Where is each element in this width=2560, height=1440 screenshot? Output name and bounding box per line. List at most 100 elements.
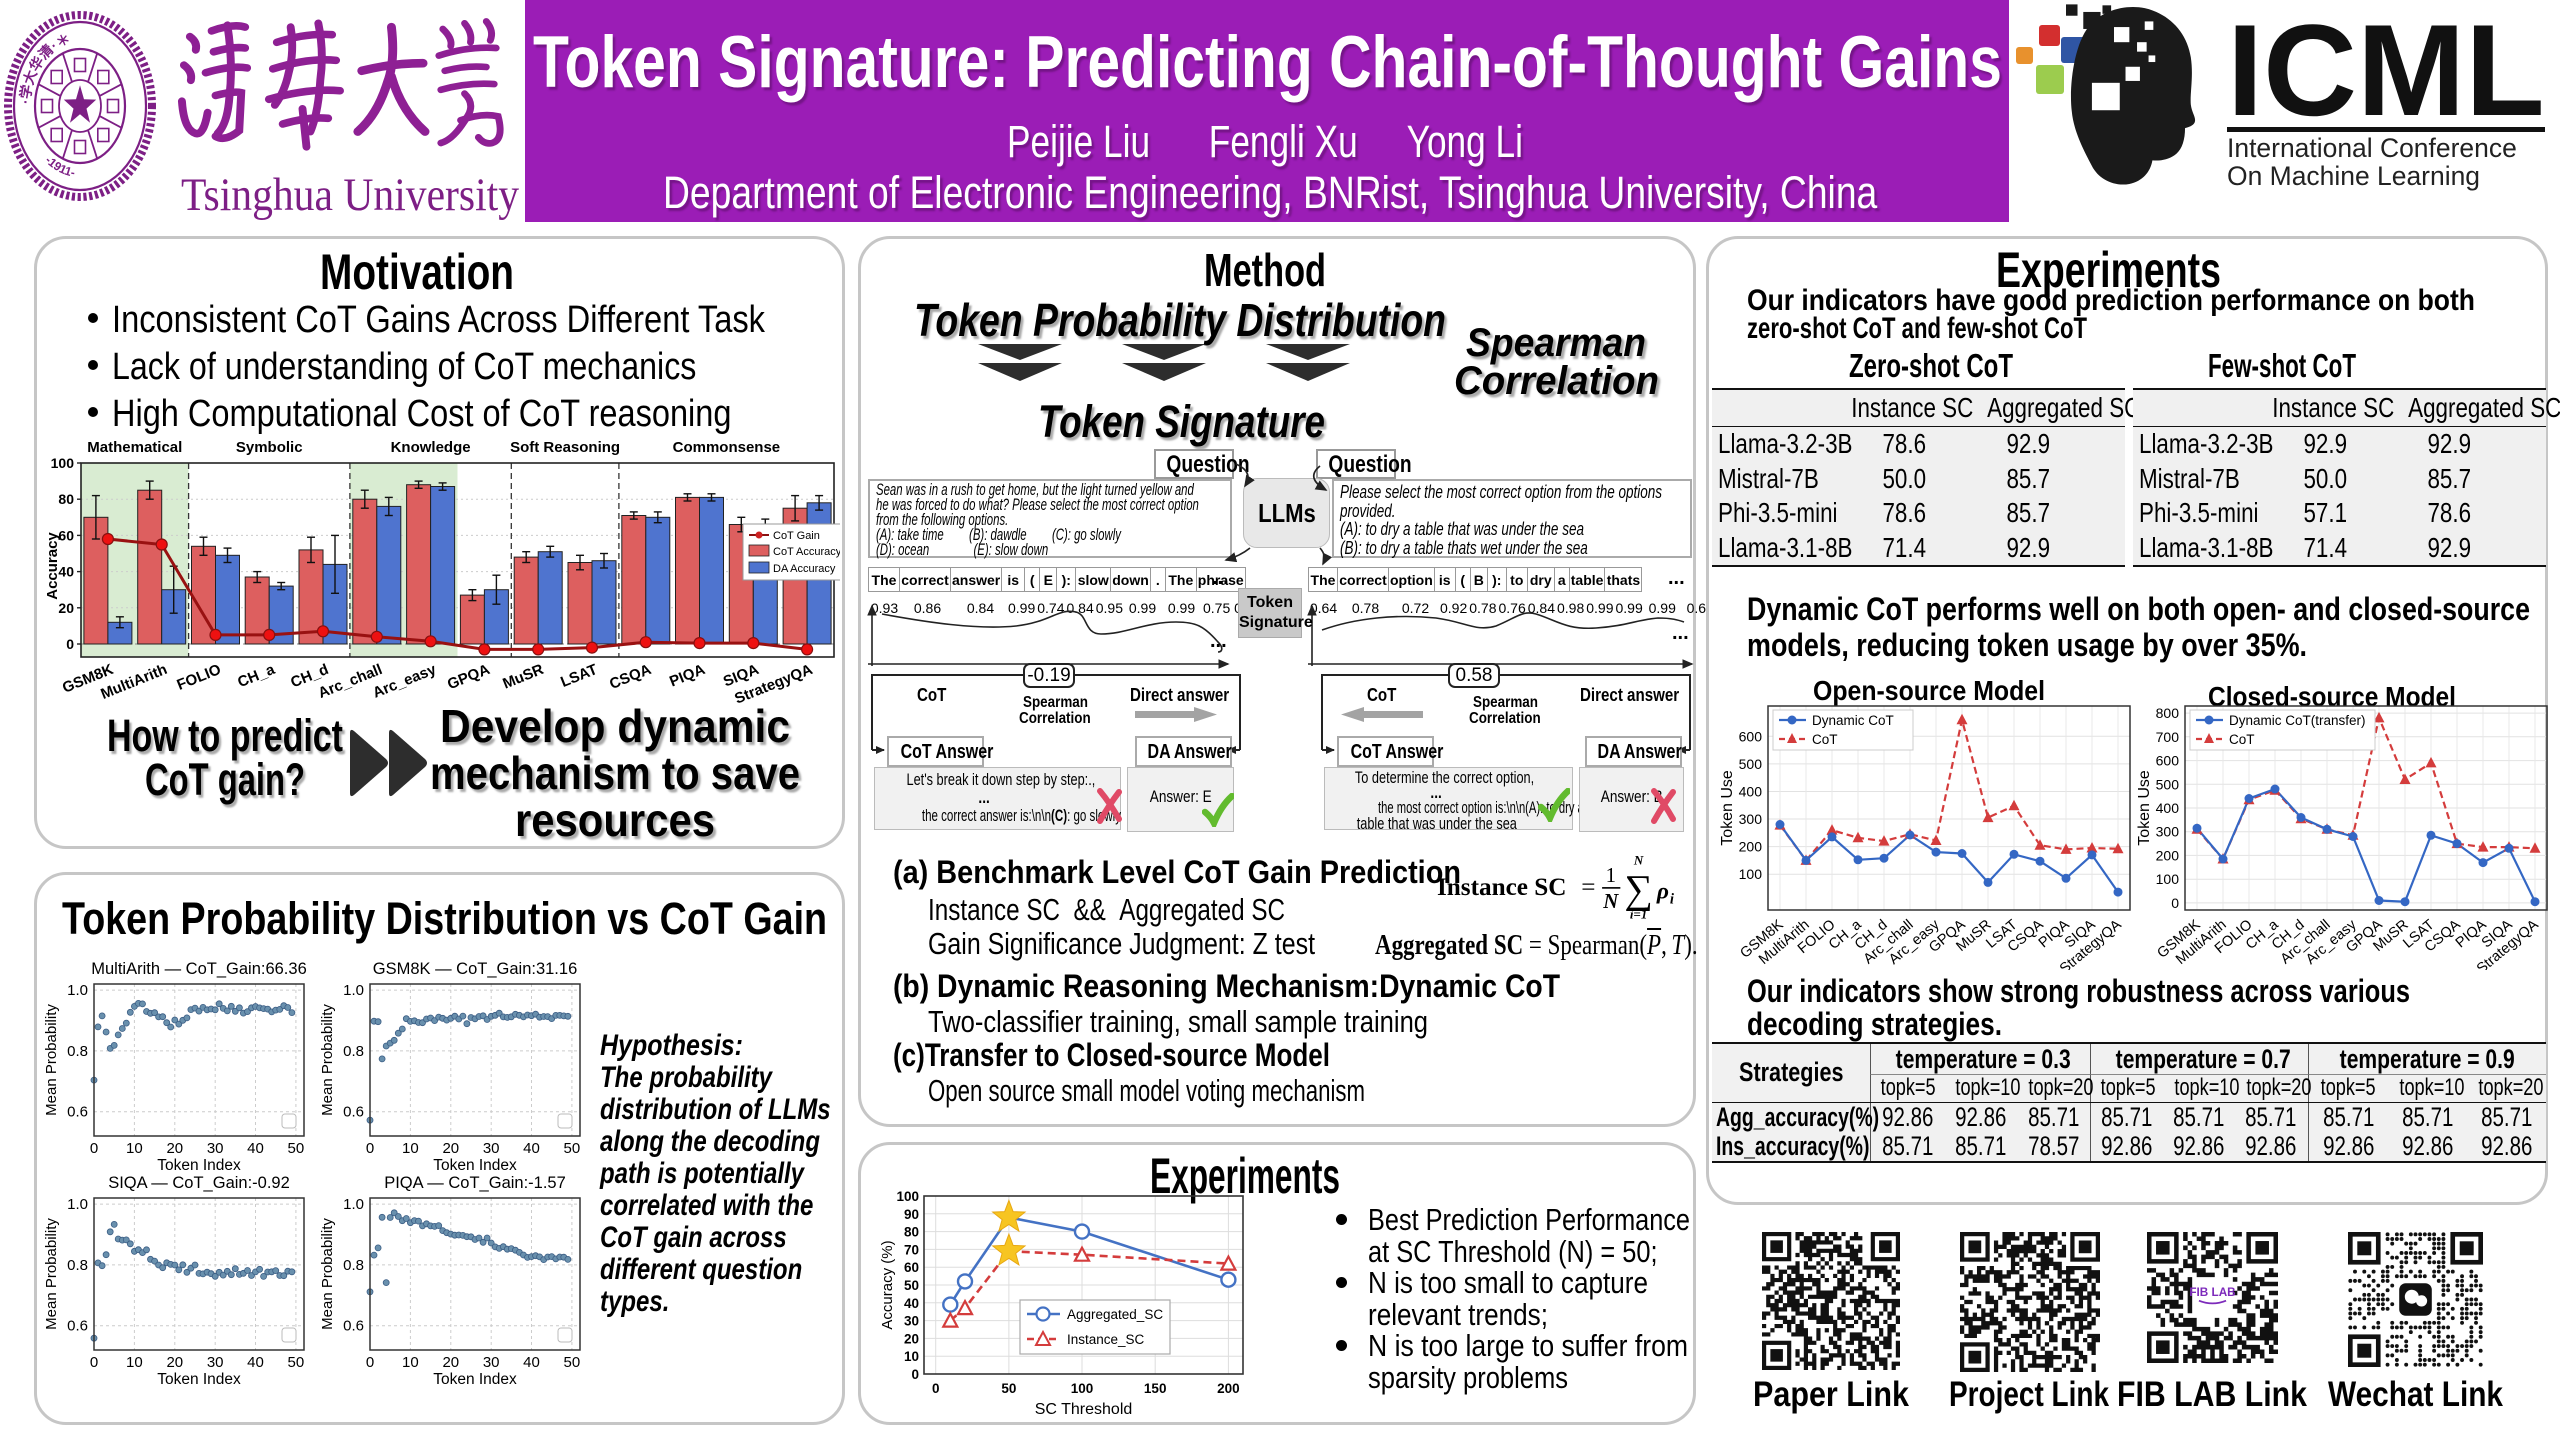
svg-text:Accuracy: Accuracy bbox=[45, 532, 61, 600]
svg-text:Mean Probability: Mean Probability bbox=[319, 1004, 336, 1116]
svg-text:FOLIO: FOLIO bbox=[175, 661, 224, 694]
svg-text:400: 400 bbox=[1739, 784, 1763, 800]
svg-text:LSAT: LSAT bbox=[558, 661, 600, 691]
svg-text:90: 90 bbox=[904, 1207, 919, 1222]
svg-text:Token Use: Token Use bbox=[1719, 770, 1736, 846]
svg-text:30: 30 bbox=[483, 1354, 500, 1371]
svg-text:20: 20 bbox=[166, 1140, 183, 1157]
svg-text:100: 100 bbox=[1739, 866, 1763, 882]
svg-text:10: 10 bbox=[126, 1140, 143, 1157]
svg-text:50: 50 bbox=[288, 1140, 305, 1157]
svg-text:0: 0 bbox=[66, 636, 74, 652]
svg-text:40: 40 bbox=[523, 1140, 540, 1157]
svg-text:i: i bbox=[1670, 892, 1675, 908]
svg-text:Mean Probability: Mean Probability bbox=[43, 1004, 60, 1116]
svg-text:40: 40 bbox=[58, 564, 74, 580]
svg-text:60: 60 bbox=[904, 1260, 919, 1275]
svg-text:CoT: CoT bbox=[1812, 732, 1838, 747]
svg-text:500: 500 bbox=[2156, 776, 2180, 792]
svg-text:CH_a: CH_a bbox=[235, 661, 278, 691]
svg-text:CoT: CoT bbox=[2229, 732, 2255, 747]
svg-text:·学大华清·＊: ·学大华清·＊ bbox=[17, 30, 72, 104]
svg-text:1.0: 1.0 bbox=[343, 982, 364, 999]
svg-text:600: 600 bbox=[2156, 753, 2180, 769]
svg-text:0: 0 bbox=[366, 1140, 374, 1157]
svg-text:Mathematical: Mathematical bbox=[87, 439, 182, 456]
svg-text:0: 0 bbox=[911, 1367, 919, 1382]
svg-text:300: 300 bbox=[1739, 811, 1763, 827]
svg-text:20: 20 bbox=[442, 1140, 459, 1157]
svg-text:0.8: 0.8 bbox=[67, 1043, 88, 1060]
svg-text:GPQA: GPQA bbox=[445, 661, 492, 693]
svg-text:30: 30 bbox=[207, 1140, 224, 1157]
svg-text:MuSR: MuSR bbox=[500, 661, 546, 693]
svg-text:40: 40 bbox=[904, 1296, 919, 1311]
svg-text:10: 10 bbox=[126, 1354, 143, 1371]
svg-text:SIQA — CoT_Gain:-0.92: SIQA — CoT_Gain:-0.92 bbox=[108, 1174, 290, 1192]
svg-text:50: 50 bbox=[564, 1354, 581, 1371]
svg-text:1.0: 1.0 bbox=[67, 1196, 88, 1213]
svg-text:0: 0 bbox=[2171, 895, 2179, 911]
svg-text:N: N bbox=[1602, 889, 1619, 913]
svg-text:0: 0 bbox=[90, 1140, 98, 1157]
svg-text:80: 80 bbox=[58, 491, 74, 507]
svg-text:80: 80 bbox=[904, 1225, 919, 1240]
svg-text:20: 20 bbox=[166, 1354, 183, 1371]
svg-text:0.8: 0.8 bbox=[67, 1257, 88, 1274]
svg-text:600: 600 bbox=[1739, 728, 1763, 744]
svg-text:Token Index: Token Index bbox=[157, 1157, 241, 1173]
svg-text:20: 20 bbox=[58, 600, 74, 616]
svg-text:Dynamic CoT: Dynamic CoT bbox=[1812, 713, 1894, 728]
svg-text:10: 10 bbox=[904, 1349, 919, 1364]
svg-text:0: 0 bbox=[932, 1381, 940, 1396]
svg-text:700: 700 bbox=[2156, 729, 2180, 745]
svg-text:20: 20 bbox=[904, 1331, 919, 1346]
svg-text:50: 50 bbox=[288, 1354, 305, 1371]
svg-text:0.6: 0.6 bbox=[343, 1104, 364, 1121]
svg-text:Knowledge: Knowledge bbox=[391, 439, 471, 456]
svg-text:MultiArith — CoT_Gain:66.36: MultiArith — CoT_Gain:66.36 bbox=[91, 960, 307, 978]
svg-text:GSM8K — CoT_Gain:31.16: GSM8K — CoT_Gain:31.16 bbox=[373, 960, 578, 978]
svg-text:500: 500 bbox=[1739, 756, 1763, 772]
svg-text:150: 150 bbox=[1144, 1381, 1167, 1396]
svg-text:0.8: 0.8 bbox=[343, 1257, 364, 1274]
svg-text:300: 300 bbox=[2156, 824, 2180, 840]
svg-text:0.6: 0.6 bbox=[67, 1318, 88, 1335]
svg-text:50: 50 bbox=[564, 1140, 581, 1157]
svg-text:1.0: 1.0 bbox=[343, 1196, 364, 1213]
svg-text:40: 40 bbox=[247, 1140, 264, 1157]
svg-text:Instance SC: Instance SC bbox=[1437, 874, 1566, 901]
svg-text:i=1: i=1 bbox=[1630, 906, 1648, 921]
svg-text:∑: ∑ bbox=[1624, 867, 1653, 912]
svg-text:CoT Accuracy: CoT Accuracy bbox=[773, 546, 840, 558]
svg-text:0: 0 bbox=[366, 1354, 374, 1371]
svg-text:Accuracy (%): Accuracy (%) bbox=[880, 1240, 896, 1329]
svg-text:30: 30 bbox=[904, 1314, 919, 1329]
svg-text:Mean Probability: Mean Probability bbox=[43, 1218, 60, 1330]
svg-text:Mean Probability: Mean Probability bbox=[319, 1218, 336, 1330]
svg-text:0.8: 0.8 bbox=[343, 1043, 364, 1060]
svg-text:=: = bbox=[1581, 874, 1595, 901]
svg-text:CSQA: CSQA bbox=[607, 661, 654, 693]
svg-text:Commonsense: Commonsense bbox=[673, 439, 781, 456]
svg-text:Symbolic: Symbolic bbox=[236, 439, 303, 456]
svg-text:0.6: 0.6 bbox=[343, 1318, 364, 1335]
svg-text:100: 100 bbox=[51, 455, 75, 471]
svg-text:70: 70 bbox=[904, 1242, 919, 1257]
svg-text:Aggregated_SC: Aggregated_SC bbox=[1067, 1307, 1163, 1322]
svg-text:10: 10 bbox=[402, 1140, 419, 1157]
svg-text:40: 40 bbox=[523, 1354, 540, 1371]
svg-text:0: 0 bbox=[90, 1354, 98, 1371]
svg-text:1.0: 1.0 bbox=[67, 982, 88, 999]
svg-text:Dynamic CoT(transfer): Dynamic CoT(transfer) bbox=[2229, 713, 2366, 728]
svg-text:100: 100 bbox=[896, 1189, 919, 1204]
svg-text:30: 30 bbox=[207, 1354, 224, 1371]
svg-text:60: 60 bbox=[58, 527, 74, 543]
svg-text:DA Accuracy: DA Accuracy bbox=[773, 563, 836, 575]
svg-text:10: 10 bbox=[402, 1354, 419, 1371]
svg-text:400: 400 bbox=[2156, 800, 2180, 816]
svg-text:Token Index: Token Index bbox=[157, 1371, 241, 1387]
svg-text:FIB LAB: FIB LAB bbox=[2189, 1286, 2235, 1299]
svg-text:N: N bbox=[1633, 853, 1644, 867]
svg-text:20: 20 bbox=[442, 1354, 459, 1371]
